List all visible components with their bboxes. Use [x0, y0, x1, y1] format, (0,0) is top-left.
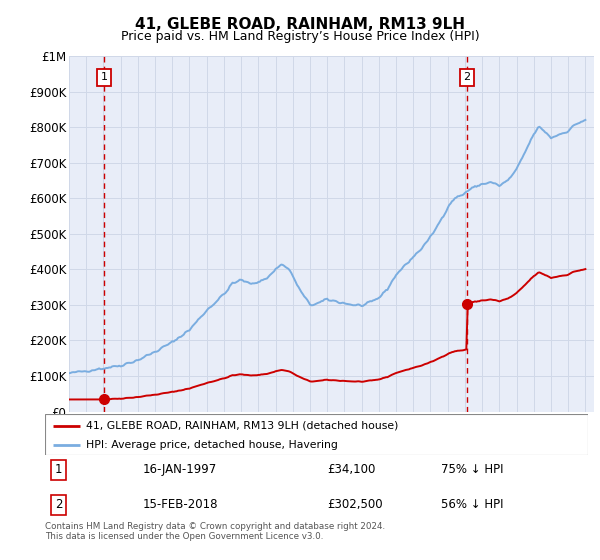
Text: HPI: Average price, detached house, Havering: HPI: Average price, detached house, Have… [86, 440, 338, 450]
Text: £302,500: £302,500 [328, 498, 383, 511]
Text: 75% ↓ HPI: 75% ↓ HPI [442, 463, 504, 476]
Text: 1: 1 [101, 72, 107, 82]
Text: 41, GLEBE ROAD, RAINHAM, RM13 9LH: 41, GLEBE ROAD, RAINHAM, RM13 9LH [135, 17, 465, 32]
Text: 56% ↓ HPI: 56% ↓ HPI [442, 498, 504, 511]
Text: Price paid vs. HM Land Registry’s House Price Index (HPI): Price paid vs. HM Land Registry’s House … [121, 30, 479, 43]
Text: 1: 1 [55, 463, 62, 476]
Text: 16-JAN-1997: 16-JAN-1997 [143, 463, 217, 476]
Text: 2: 2 [463, 72, 470, 82]
Text: 15-FEB-2018: 15-FEB-2018 [143, 498, 218, 511]
Text: 2: 2 [55, 498, 62, 511]
Text: £34,100: £34,100 [328, 463, 376, 476]
Text: Contains HM Land Registry data © Crown copyright and database right 2024.
This d: Contains HM Land Registry data © Crown c… [45, 522, 385, 542]
Text: 41, GLEBE ROAD, RAINHAM, RM13 9LH (detached house): 41, GLEBE ROAD, RAINHAM, RM13 9LH (detac… [86, 421, 398, 431]
